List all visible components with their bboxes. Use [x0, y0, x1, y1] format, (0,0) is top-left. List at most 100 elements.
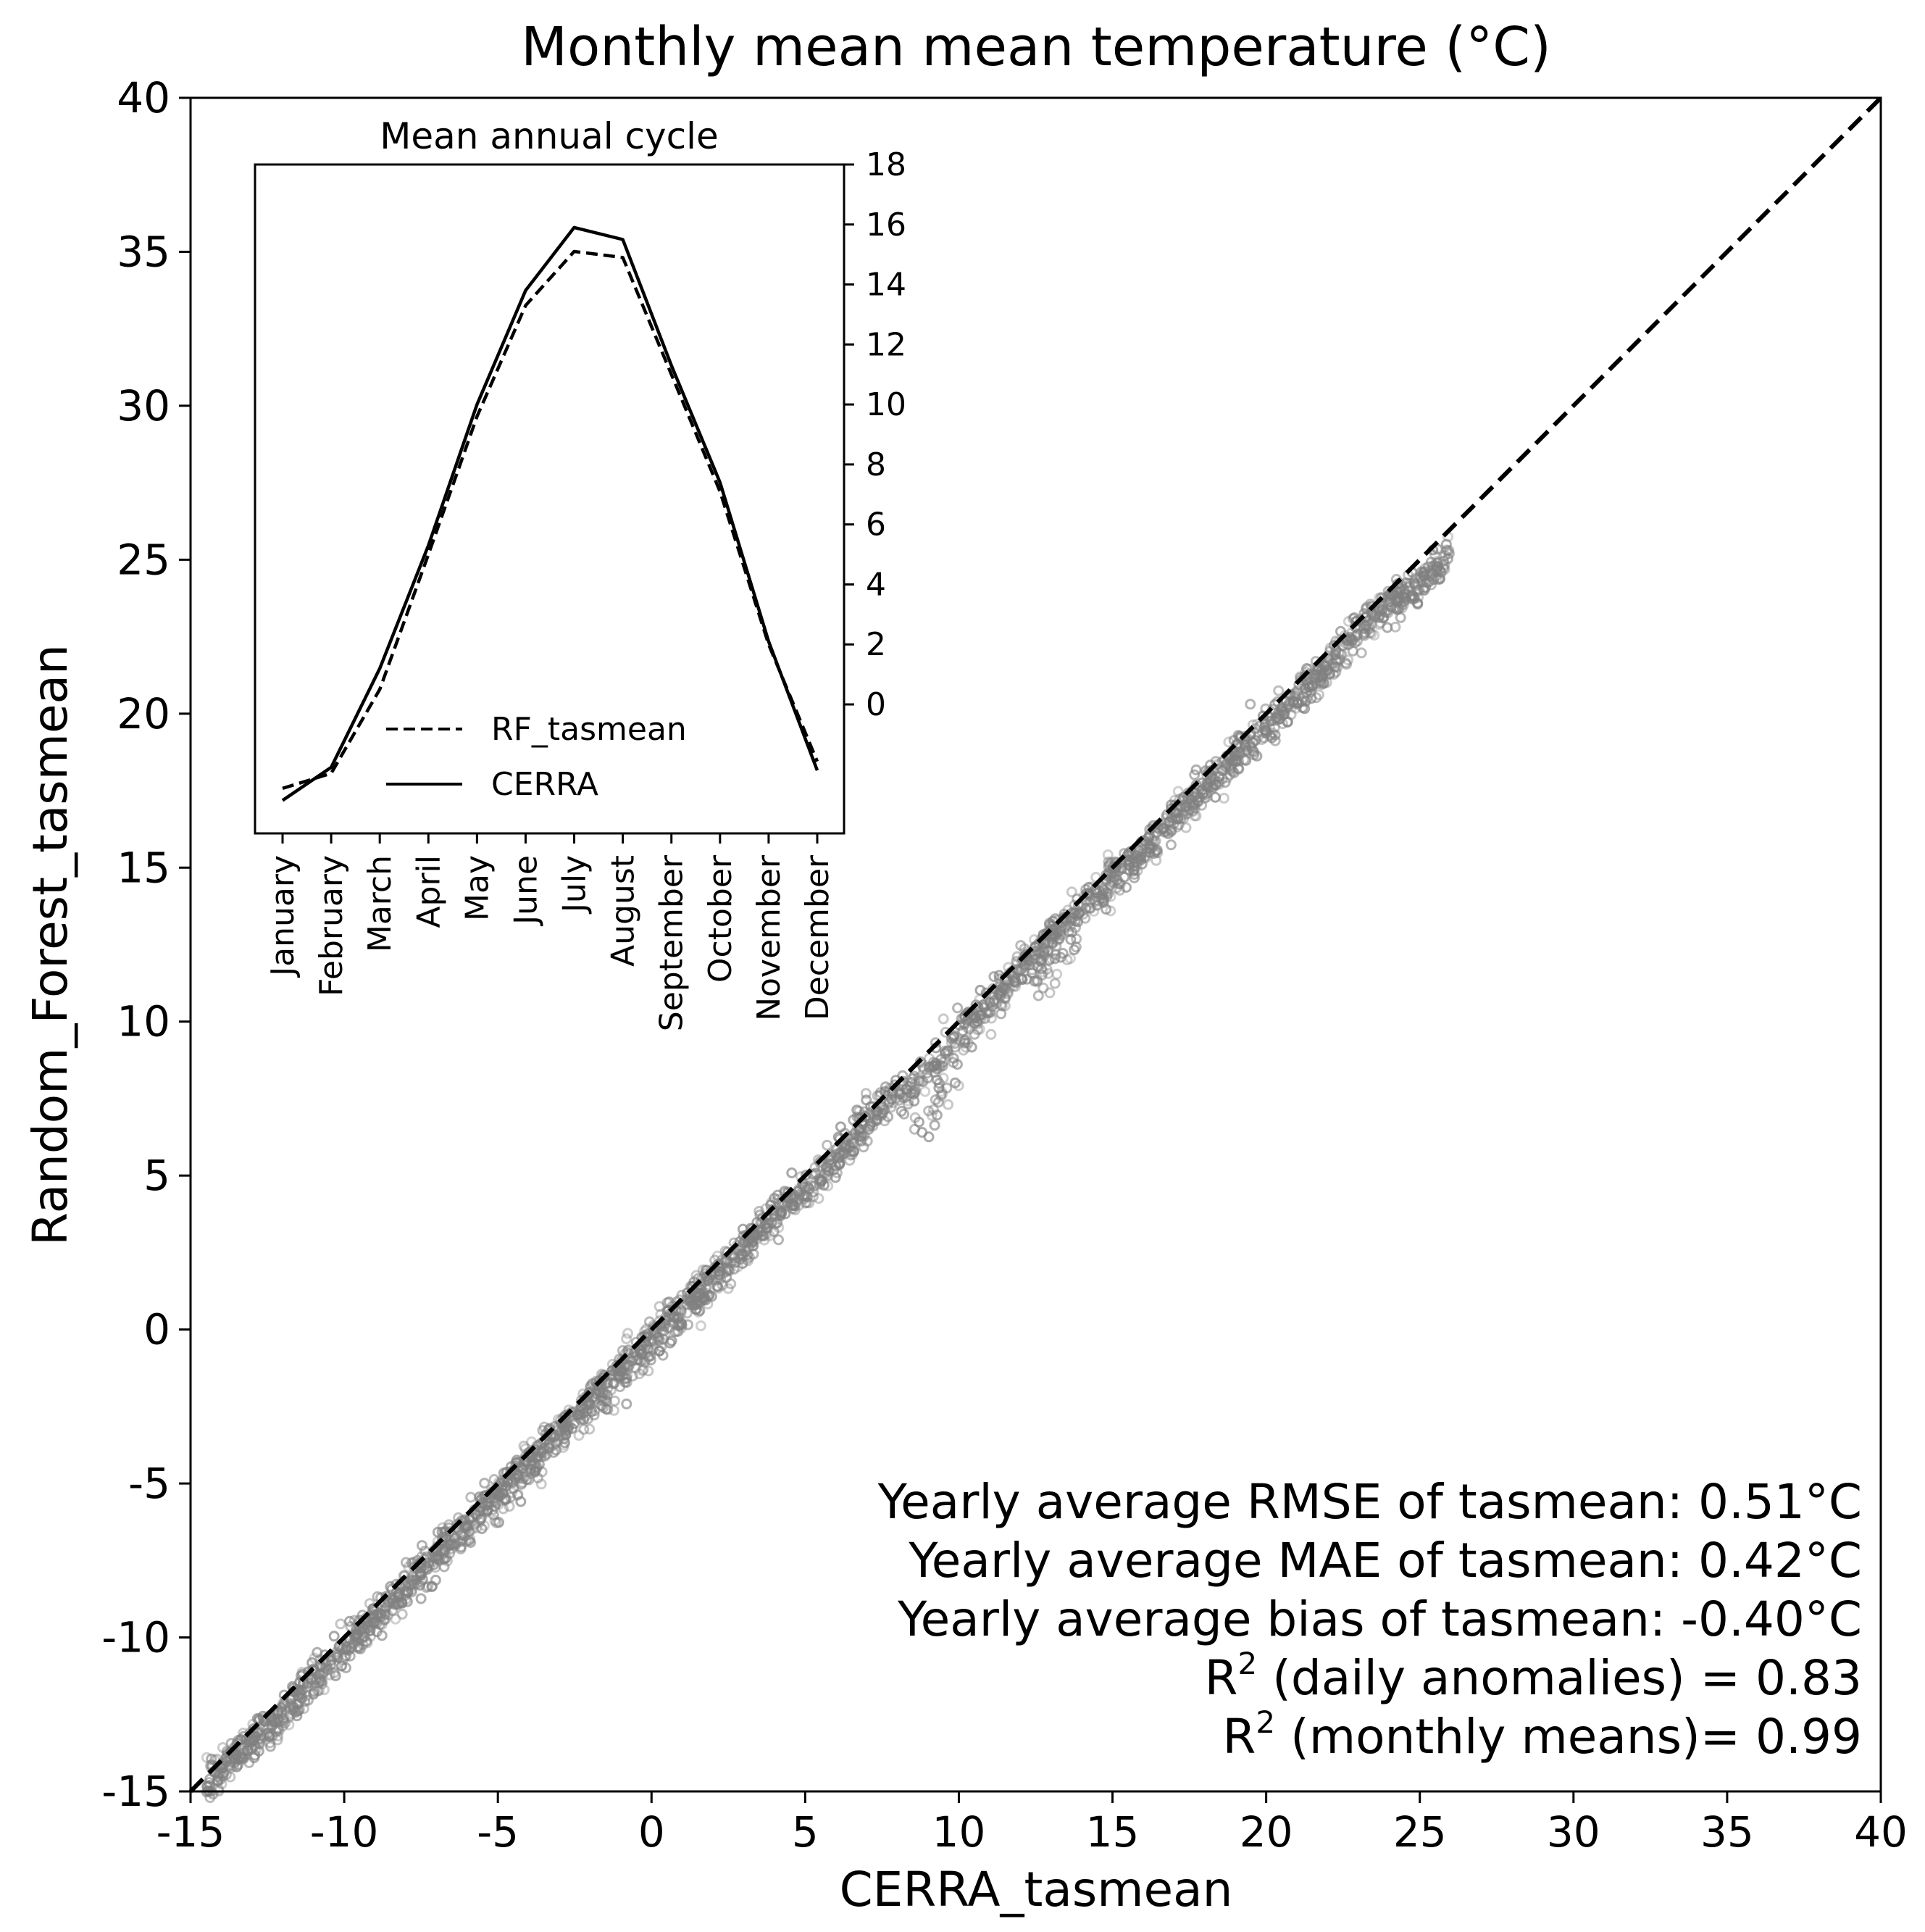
scatter-point	[598, 1373, 609, 1384]
scatter-point	[712, 1272, 724, 1283]
scatter-point	[572, 1409, 584, 1420]
scatter-point	[1055, 952, 1066, 963]
scatter-point	[1364, 621, 1375, 632]
scatter-point	[1161, 825, 1172, 836]
scatter-point	[643, 1365, 654, 1377]
scatter-point	[870, 1109, 882, 1121]
scatter-point	[1206, 781, 1217, 792]
scatter-point	[985, 1028, 997, 1040]
scatter-point	[708, 1275, 719, 1286]
scatter-point	[308, 1663, 320, 1675]
scatter-point	[1290, 702, 1302, 714]
scatter-point	[406, 1586, 417, 1598]
scatter-point	[325, 1669, 335, 1681]
scatter-point	[1282, 717, 1293, 728]
scatter-point	[302, 1694, 314, 1706]
scatter-point	[1047, 938, 1058, 949]
scatter-point	[515, 1496, 527, 1507]
scatter-point	[1265, 715, 1277, 727]
scatter-point	[225, 1760, 236, 1771]
scatter-point	[1306, 680, 1318, 692]
scatter-point	[1016, 974, 1028, 986]
scatter-point	[374, 1619, 385, 1631]
scatter-point	[485, 1484, 497, 1496]
scatter-point	[443, 1528, 454, 1540]
scatter-point	[786, 1167, 798, 1178]
scatter-point	[1271, 715, 1283, 726]
x-tick-label: 10	[932, 1807, 986, 1857]
scatter-point	[1239, 738, 1250, 750]
scatter-point	[931, 1059, 943, 1070]
scatter-point	[328, 1667, 340, 1678]
scatter-point	[1425, 579, 1437, 591]
scatter-point	[995, 1008, 1007, 1020]
scatter-point	[833, 1152, 845, 1164]
scatter-point	[956, 1013, 967, 1025]
inset-axes: 0 2 4 6 8 10 12 14 16 18 January February March April…	[264, 146, 906, 1031]
scatter-point	[411, 1570, 422, 1582]
scatter-point	[703, 1290, 714, 1302]
scatter-point	[587, 1391, 598, 1403]
scatter-point	[902, 1099, 914, 1110]
scatter-point	[1032, 961, 1043, 973]
scatter-point	[393, 1588, 405, 1599]
scatter-point	[622, 1328, 633, 1339]
scatter-point	[813, 1193, 824, 1204]
scatter-point	[465, 1537, 476, 1548]
scatter-point	[932, 1096, 944, 1108]
scatter-point	[676, 1318, 688, 1330]
r2-daily-sup: 2	[1237, 1646, 1257, 1681]
inset-x-tick-label: June	[507, 855, 544, 927]
inset-x-tick-label: July	[556, 855, 593, 915]
scatter-point	[564, 1420, 575, 1431]
scatter-point	[1189, 769, 1200, 780]
scatter-point	[1010, 981, 1022, 992]
scatter-point	[1330, 654, 1342, 665]
scatter-point	[1311, 692, 1322, 704]
scatter-point	[703, 1289, 715, 1301]
inset-y-tick-label: 0	[866, 686, 886, 723]
y-tick-label: -10	[101, 1613, 170, 1662]
scatter-point	[514, 1457, 525, 1468]
scatter-point	[1265, 715, 1277, 727]
scatter-point	[803, 1183, 815, 1195]
scatter-point	[235, 1749, 246, 1761]
r2-daily-text: R2 (daily anomalies) = 0.83	[1205, 1646, 1862, 1706]
scatter-point	[682, 1319, 694, 1331]
scatter-point	[367, 1610, 379, 1622]
y-tick-label: 20	[117, 689, 170, 738]
scatter-point	[609, 1370, 620, 1381]
scatter-point	[865, 1119, 877, 1131]
scatter-point	[1345, 633, 1356, 644]
scatter-point	[408, 1562, 419, 1573]
one-to-one-line	[188, 96, 1883, 1794]
scatter-point	[634, 1368, 646, 1380]
scatter-point	[620, 1358, 632, 1370]
scatter-point	[1281, 701, 1293, 713]
scatter-point	[543, 1441, 555, 1453]
scatter-point	[1382, 622, 1393, 633]
scatter-point	[1066, 915, 1077, 927]
scatter-point	[1080, 902, 1092, 914]
scatter-point	[1419, 584, 1430, 596]
scatter-point	[488, 1474, 500, 1485]
scatter-point	[938, 1013, 949, 1025]
scatter-point	[1171, 807, 1182, 819]
scatter-point	[1440, 538, 1452, 550]
scatter-point	[711, 1250, 723, 1262]
scatter-point	[1333, 647, 1345, 659]
scatter-point	[787, 1194, 798, 1205]
scatter-point	[497, 1484, 509, 1496]
scatter-point	[523, 1474, 535, 1486]
scatter-point	[1172, 786, 1184, 797]
scatter-point	[860, 1088, 872, 1099]
scatter-point	[475, 1512, 487, 1524]
x-tick-label: 5	[792, 1807, 819, 1857]
scatter-point	[621, 1333, 632, 1344]
scatter-point	[1123, 864, 1135, 875]
inset-y-tick-label: 6	[866, 507, 886, 544]
reference-line-group	[188, 96, 1883, 1794]
r2-monthly-sup: 2	[1256, 1704, 1275, 1740]
y-tick-label: 0	[143, 1305, 170, 1354]
